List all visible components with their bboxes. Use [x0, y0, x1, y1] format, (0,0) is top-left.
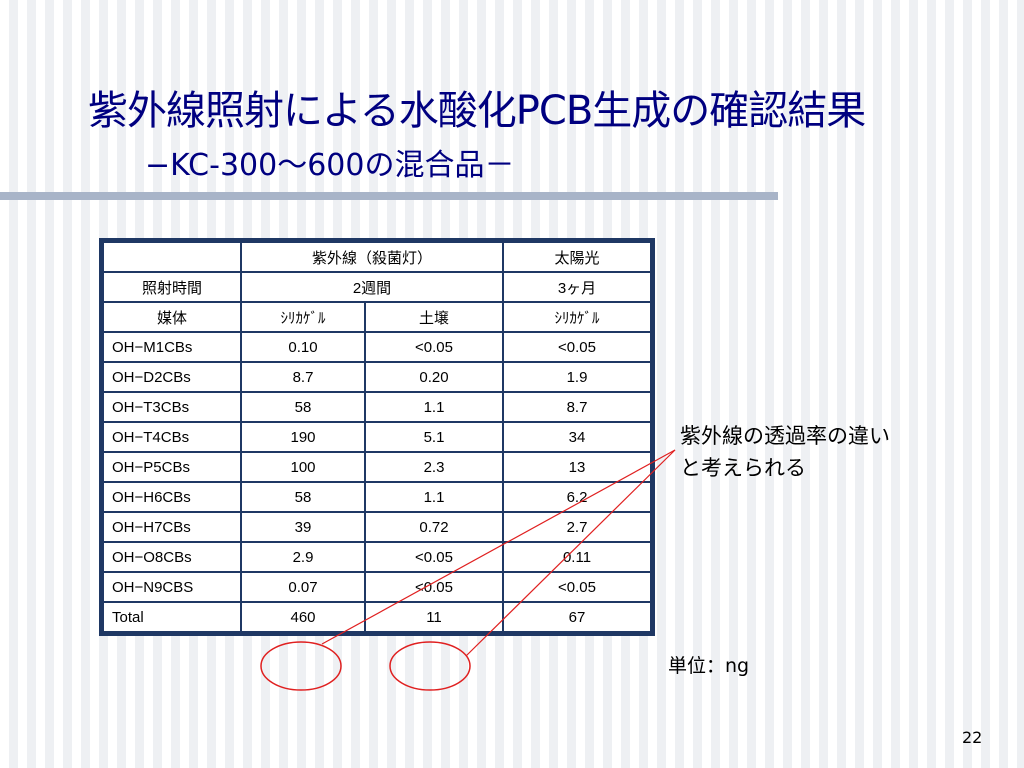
highlight-circle [260, 641, 342, 691]
header-cell-medium: 媒体 [102, 301, 242, 333]
header-cell-silicagel: ｼﾘｶｹﾞﾙ [240, 301, 366, 333]
header-cell-soil: 土壌 [364, 301, 504, 333]
table-cell: 8.7 [502, 391, 652, 423]
table-cell: 0.11 [502, 541, 652, 573]
table-cell: 1.1 [364, 481, 504, 513]
table-cell: 39 [240, 511, 366, 543]
results-table: 紫外線（殺菌灯） 太陽光 照射時間 2週間 3ヶ月 媒体 ｼﾘｶｹﾞﾙ 土壌 ｼ… [99, 238, 655, 636]
table-cell: 460 [240, 601, 366, 633]
table-row: OH−N9CBS 0.07 <0.05 <0.05 [102, 571, 652, 603]
table-cell: 58 [240, 391, 366, 423]
table-row: Total 460 11 67 [102, 601, 652, 633]
table-row: OH−T4CBs 190 5.1 34 [102, 421, 652, 453]
table-cell: 13 [502, 451, 652, 483]
table-header-row: 紫外線（殺菌灯） 太陽光 [102, 241, 652, 273]
header-cell-silicagel: ｼﾘｶｹﾞﾙ [502, 301, 652, 333]
table-row: OH−H6CBs 58 1.1 6.2 [102, 481, 652, 513]
annotation-note: 紫外線の透過率の違い と考えられる [680, 420, 890, 484]
table-header-row: 照射時間 2週間 3ヶ月 [102, 271, 652, 303]
table-cell: 1.9 [502, 361, 652, 393]
table-cell: 2.3 [364, 451, 504, 483]
table-cell: 0.10 [240, 331, 366, 363]
header-cell-irradiation-time: 照射時間 [102, 271, 242, 303]
row-label: OH−N9CBS [102, 571, 242, 603]
table-cell: 8.7 [240, 361, 366, 393]
row-label: OH−D2CBs [102, 361, 242, 393]
row-label: OH−T4CBs [102, 421, 242, 453]
table-row: OH−M1CBs 0.10 <0.05 <0.05 [102, 331, 652, 363]
table-cell: <0.05 [502, 571, 652, 603]
table-cell: 5.1 [364, 421, 504, 453]
table-cell: 0.72 [364, 511, 504, 543]
row-label: OH−T3CBs [102, 391, 242, 423]
slide-title: 紫外線照射による水酸化PCB生成の確認結果 [88, 88, 866, 134]
table-row: OH−O8CBs 2.9 <0.05 0.11 [102, 541, 652, 573]
header-cell-3months: 3ヶ月 [502, 271, 652, 303]
table-row: OH−D2CBs 8.7 0.20 1.9 [102, 361, 652, 393]
table-row: OH−T3CBs 58 1.1 8.7 [102, 391, 652, 423]
table-cell: 100 [240, 451, 366, 483]
unit-label: 単位：ng [668, 655, 750, 677]
table-cell: 67 [502, 601, 652, 633]
table-cell: 0.20 [364, 361, 504, 393]
table-cell: 1.1 [364, 391, 504, 423]
table-header-row: 媒体 ｼﾘｶｹﾞﾙ 土壌 ｼﾘｶｹﾞﾙ [102, 301, 652, 333]
row-label: OH−H7CBs [102, 511, 242, 543]
table-cell: <0.05 [502, 331, 652, 363]
table-cell: 2.7 [502, 511, 652, 543]
table-cell: <0.05 [364, 331, 504, 363]
row-label: OH−M1CBs [102, 331, 242, 363]
header-cell-uv: 紫外線（殺菌灯） [240, 241, 504, 273]
table-cell: 11 [364, 601, 504, 633]
highlight-circle [389, 641, 471, 691]
table-cell: 34 [502, 421, 652, 453]
table-cell: 58 [240, 481, 366, 513]
table-cell: 0.07 [240, 571, 366, 603]
page-number: 22 [962, 728, 983, 747]
row-label: OH−H6CBs [102, 481, 242, 513]
row-label: Total [102, 601, 242, 633]
row-label: OH−P5CBs [102, 451, 242, 483]
slide-subtitle: −KC-300～600の混合品－ [145, 148, 515, 183]
header-cell [102, 241, 242, 273]
header-cell-sunlight: 太陽光 [502, 241, 652, 273]
annotation-line: 紫外線の透過率の違い [680, 424, 890, 448]
header-cell-2weeks: 2週間 [240, 271, 504, 303]
table-row: OH−P5CBs 100 2.3 13 [102, 451, 652, 483]
row-label: OH−O8CBs [102, 541, 242, 573]
table-cell: 2.9 [240, 541, 366, 573]
table-cell: <0.05 [364, 571, 504, 603]
table-cell: <0.05 [364, 541, 504, 573]
table-row: OH−H7CBs 39 0.72 2.7 [102, 511, 652, 543]
annotation-line: と考えられる [680, 456, 806, 480]
table-cell: 6.2 [502, 481, 652, 513]
title-divider [0, 192, 778, 200]
table-cell: 190 [240, 421, 366, 453]
